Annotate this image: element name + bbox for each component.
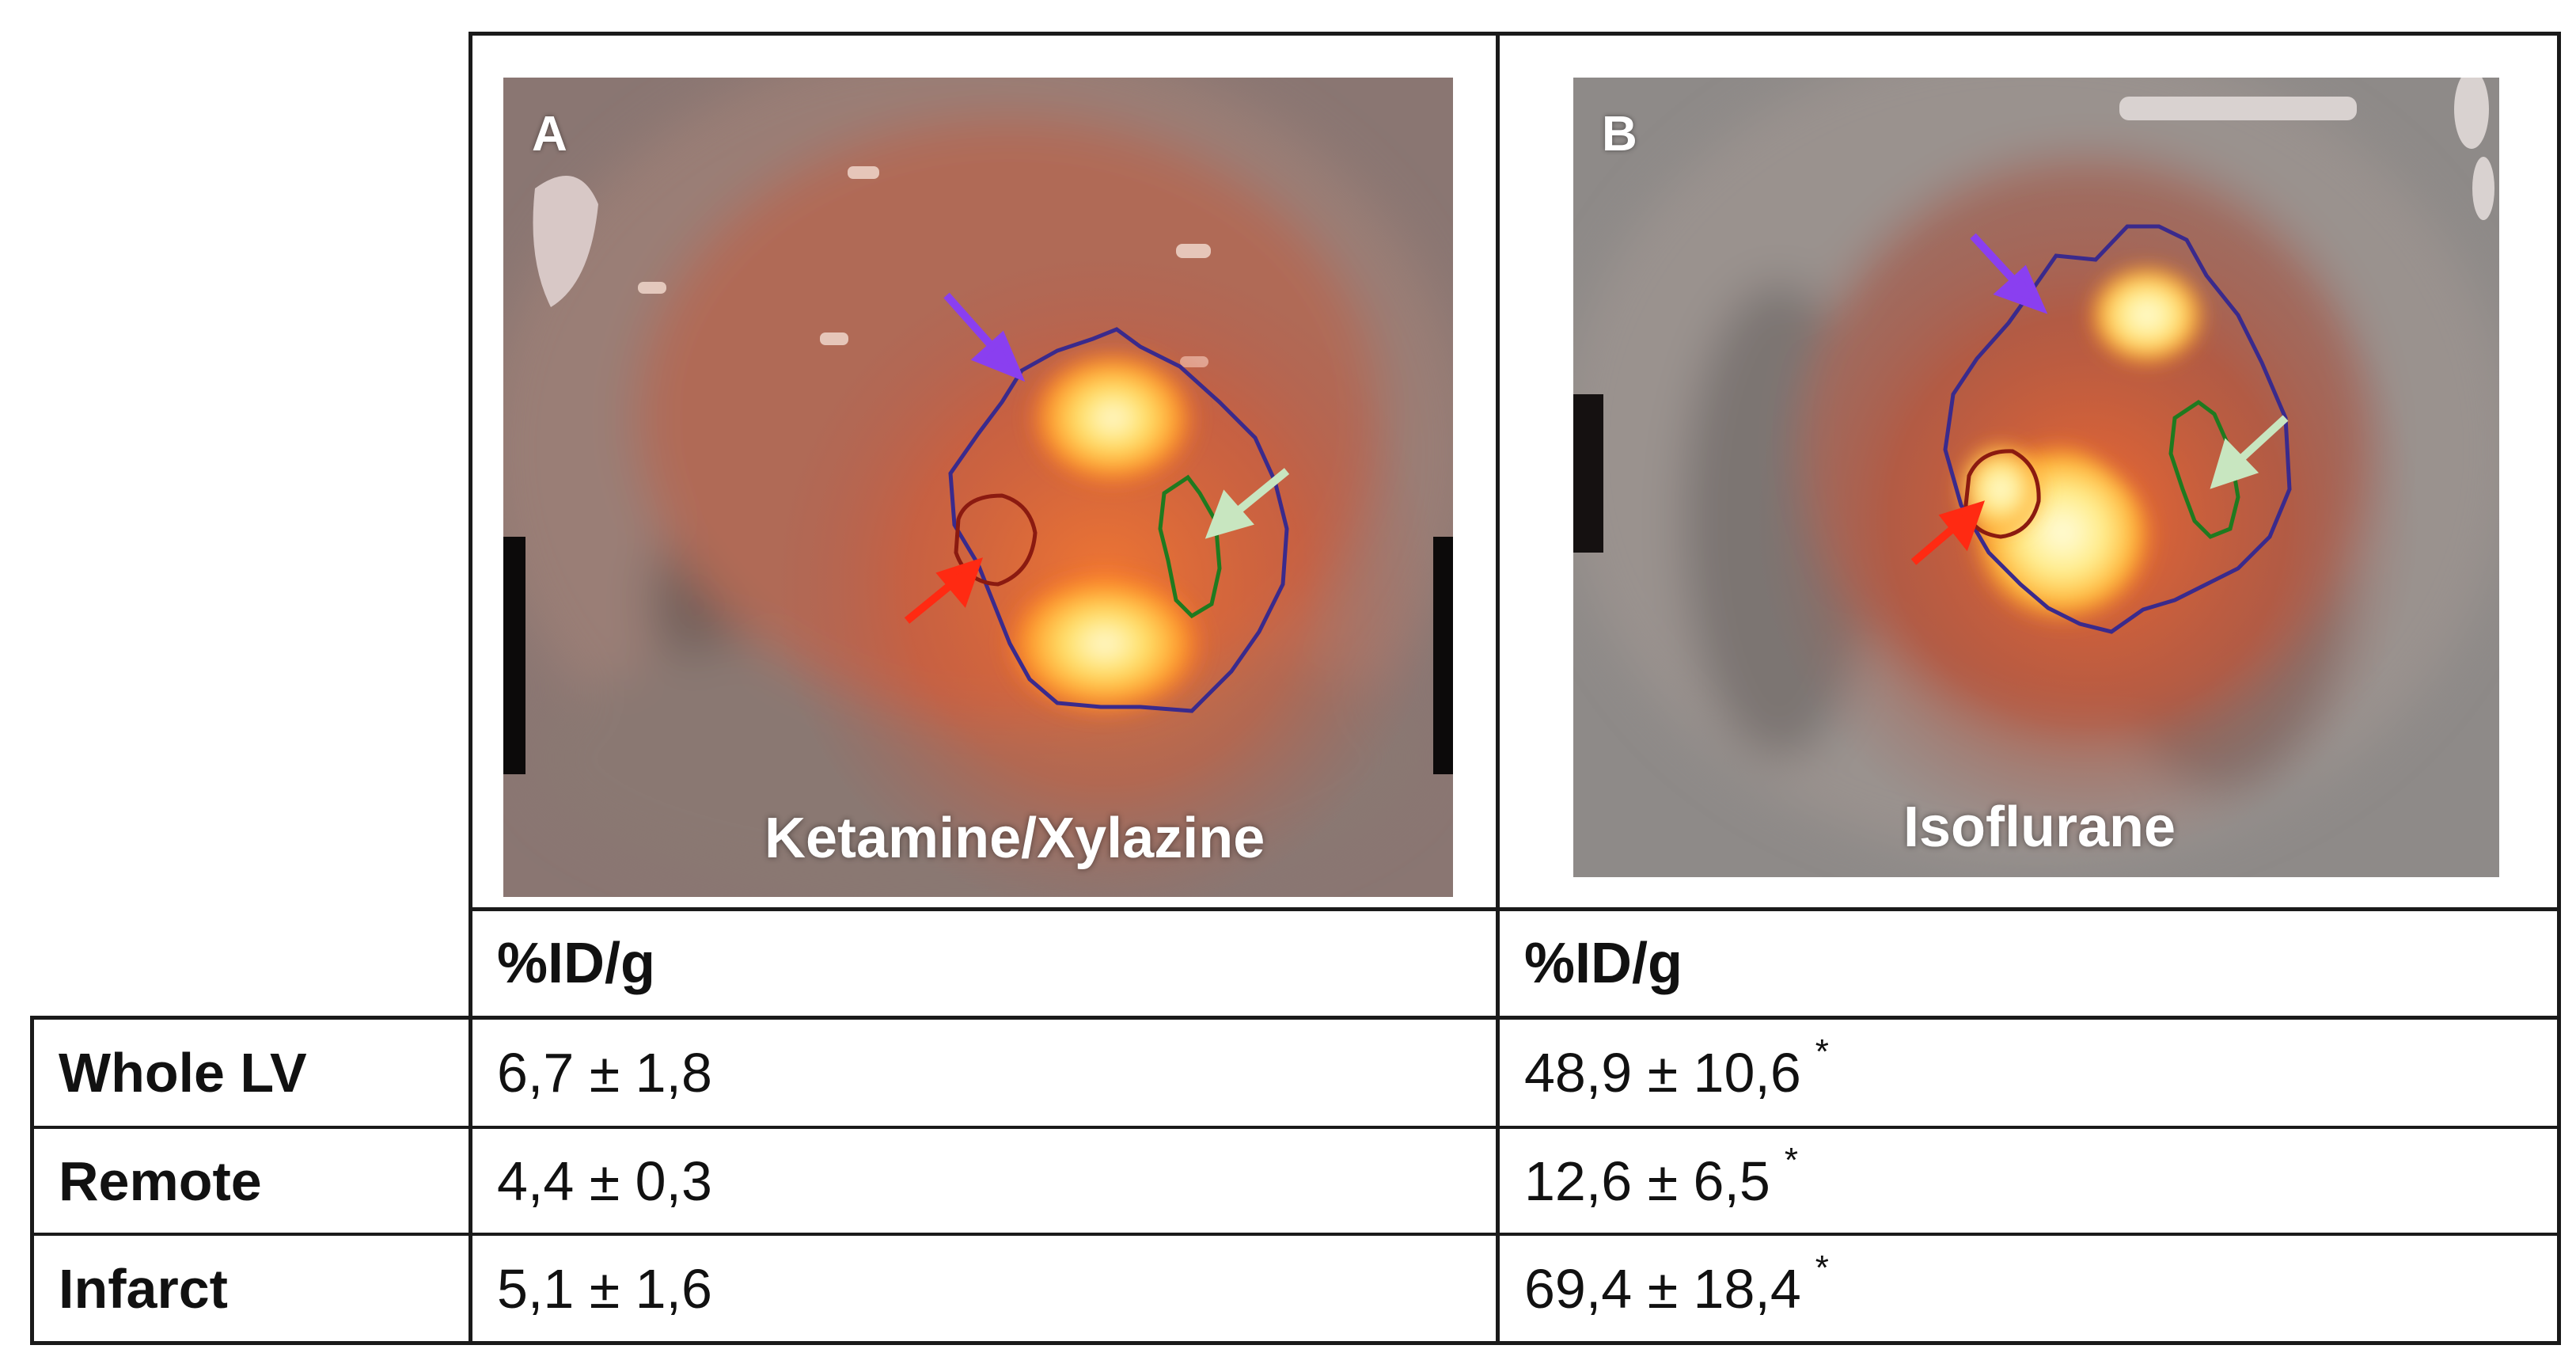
pet-ct-image-isoflurane: B Isoflurane <box>1573 78 2499 877</box>
table-border-left-inner <box>469 32 472 1345</box>
column-header-ketamine-xylazine: %ID/g <box>497 932 656 995</box>
value-text: 48,9 ± 10,6 <box>1524 1042 1801 1104</box>
value-text: 5,1 ± 1,6 <box>497 1257 712 1320</box>
table-border-header-bottom <box>30 1016 2561 1020</box>
significance-marker: * <box>1815 1248 1829 1287</box>
roi-whole-lv-b <box>1943 224 2292 634</box>
panel-caption-ketamine-xylazine: Ketamine/Xylazine <box>764 807 1265 870</box>
value-infarct-isoflurane: 69,4 ± 18,4 * <box>1524 1236 1829 1341</box>
arrow-whole-lv-b <box>1970 233 2048 314</box>
value-text: 6,7 ± 1,8 <box>497 1042 712 1104</box>
table-border-right <box>2557 32 2561 1345</box>
value-infarct-ketamine-xylazine: 5,1 ± 1,6 <box>497 1236 712 1341</box>
roi-infarct-a <box>954 493 1038 587</box>
row-label-remote: Remote <box>59 1150 262 1212</box>
panel-label-b: B <box>1602 107 1637 162</box>
table-border-middle <box>1496 32 1500 1345</box>
value-text: 12,6 ± 6,5 <box>1524 1150 1770 1212</box>
panel-caption-isoflurane: Isoflurane <box>1903 796 2176 859</box>
arrow-whole-lv-a <box>943 292 1026 382</box>
roi-remote-b <box>2168 399 2240 539</box>
significance-marker: * <box>1784 1140 1798 1180</box>
roi-infarct-b <box>1963 449 2041 539</box>
panel-label-a: A <box>532 107 567 162</box>
table-border-left-outer <box>30 1016 34 1345</box>
table-border-images-bottom <box>469 907 2561 911</box>
arrow-remote-b <box>2210 415 2289 489</box>
value-remote-ketamine-xylazine: 4,4 ± 0,3 <box>497 1129 712 1233</box>
row-label-infarct: Infarct <box>59 1257 228 1320</box>
value-whole-lv-ketamine-xylazine: 6,7 ± 1,8 <box>497 1020 712 1126</box>
table-border-top <box>469 32 2561 36</box>
row-label-whole-lv: Whole LV <box>59 1042 307 1104</box>
table-border-bottom <box>30 1341 2561 1345</box>
pet-ct-image-ketamine-xylazine: A Ketamine/Xylazine <box>503 78 1453 897</box>
table-border-row1-bottom <box>30 1126 2561 1129</box>
table-border-row2-bottom <box>30 1233 2561 1236</box>
column-header-isoflurane: %ID/g <box>1524 932 1683 995</box>
value-text: 4,4 ± 0,3 <box>497 1150 712 1212</box>
roi-remote-a <box>1158 474 1222 619</box>
pet-ct-scan-a <box>503 78 1453 897</box>
arrow-infarct-b <box>1910 500 1985 565</box>
significance-marker: * <box>1815 1032 1829 1071</box>
pet-ct-scan-b <box>1573 78 2499 877</box>
arrow-infarct-a <box>904 557 984 624</box>
arrow-remote-a <box>1205 468 1290 539</box>
value-remote-isoflurane: 12,6 ± 6,5 * <box>1524 1129 1798 1233</box>
value-text: 69,4 ± 18,4 <box>1524 1257 1801 1320</box>
value-whole-lv-isoflurane: 48,9 ± 10,6 * <box>1524 1020 1829 1126</box>
